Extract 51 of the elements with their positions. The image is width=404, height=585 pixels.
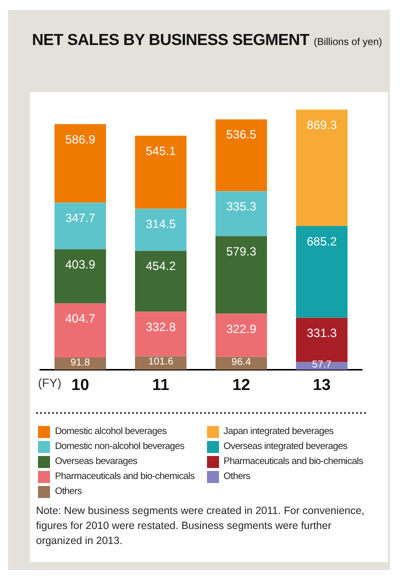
legend-label: Japan integrated beverages — [224, 425, 334, 439]
legend-label: Others — [224, 470, 250, 484]
data-label: 536.5 — [226, 128, 257, 142]
data-label: 403.9 — [65, 258, 96, 272]
bar — [134, 208, 187, 251]
legend-label: Overseas integrated beverages — [224, 440, 348, 454]
bar — [134, 250, 187, 312]
bar — [296, 226, 348, 318]
bar — [54, 124, 106, 203]
text: Note: New business segments were created in 2011. For convenience, figures for 2010 were restated. Business segments were further organized in 2013. — [36, 504, 366, 549]
legend-label: Domestic non-alcohol beverages — [55, 440, 184, 454]
data-label: 314.5 — [146, 217, 176, 232]
data-label: 586.9 — [65, 132, 96, 146]
data-label: 404.7 — [65, 312, 96, 326]
bar — [215, 314, 268, 357]
data-label: 454.2 — [146, 259, 176, 274]
bar — [134, 136, 187, 209]
legend-label: Domestic alcohol beverages — [55, 425, 167, 439]
x-axis-title: (FY) — [38, 376, 62, 390]
x-tick-label: 11 — [152, 376, 170, 394]
data-label: 545.1 — [146, 144, 176, 158]
legend-label: Pharmaceuticals and bio-chemicals — [55, 470, 195, 484]
bar — [215, 119, 268, 192]
bar — [215, 191, 268, 236]
bar — [54, 249, 106, 304]
data-label: 331.3 — [306, 326, 338, 340]
data-label: 347.7 — [65, 210, 96, 225]
bar — [296, 110, 348, 226]
data-label: 322.9 — [226, 322, 257, 336]
data-label: 101.6 — [148, 356, 174, 368]
bar — [54, 303, 106, 358]
bar — [215, 236, 268, 314]
legend-label: Pharmaceuticals and bio-chemicals — [224, 455, 364, 469]
x-tick-label: 12 — [232, 376, 250, 394]
data-label: 57.7 — [312, 360, 332, 371]
x-tick-label: 10 — [71, 376, 90, 394]
bar — [54, 202, 106, 250]
data-label: 869.3 — [306, 118, 338, 132]
data-label: 685.2 — [306, 234, 338, 248]
chart-title: NET SALES BY BUSINESS SEGMENT — [32, 32, 310, 49]
data-label: 335.3 — [226, 200, 257, 214]
data-label: 96.4 — [232, 357, 252, 368]
chart-subtitle: (Billions of yen) — [314, 37, 382, 48]
legend-label: Overseas bevarages — [55, 455, 138, 469]
bar — [296, 318, 348, 362]
data-label: 579.3 — [226, 244, 257, 258]
data-label: 91.8 — [70, 357, 90, 368]
data-label: 332.8 — [146, 320, 176, 334]
bar — [134, 312, 187, 356]
x-tick-label: 13 — [312, 376, 331, 394]
legend-label: Others — [55, 485, 82, 499]
